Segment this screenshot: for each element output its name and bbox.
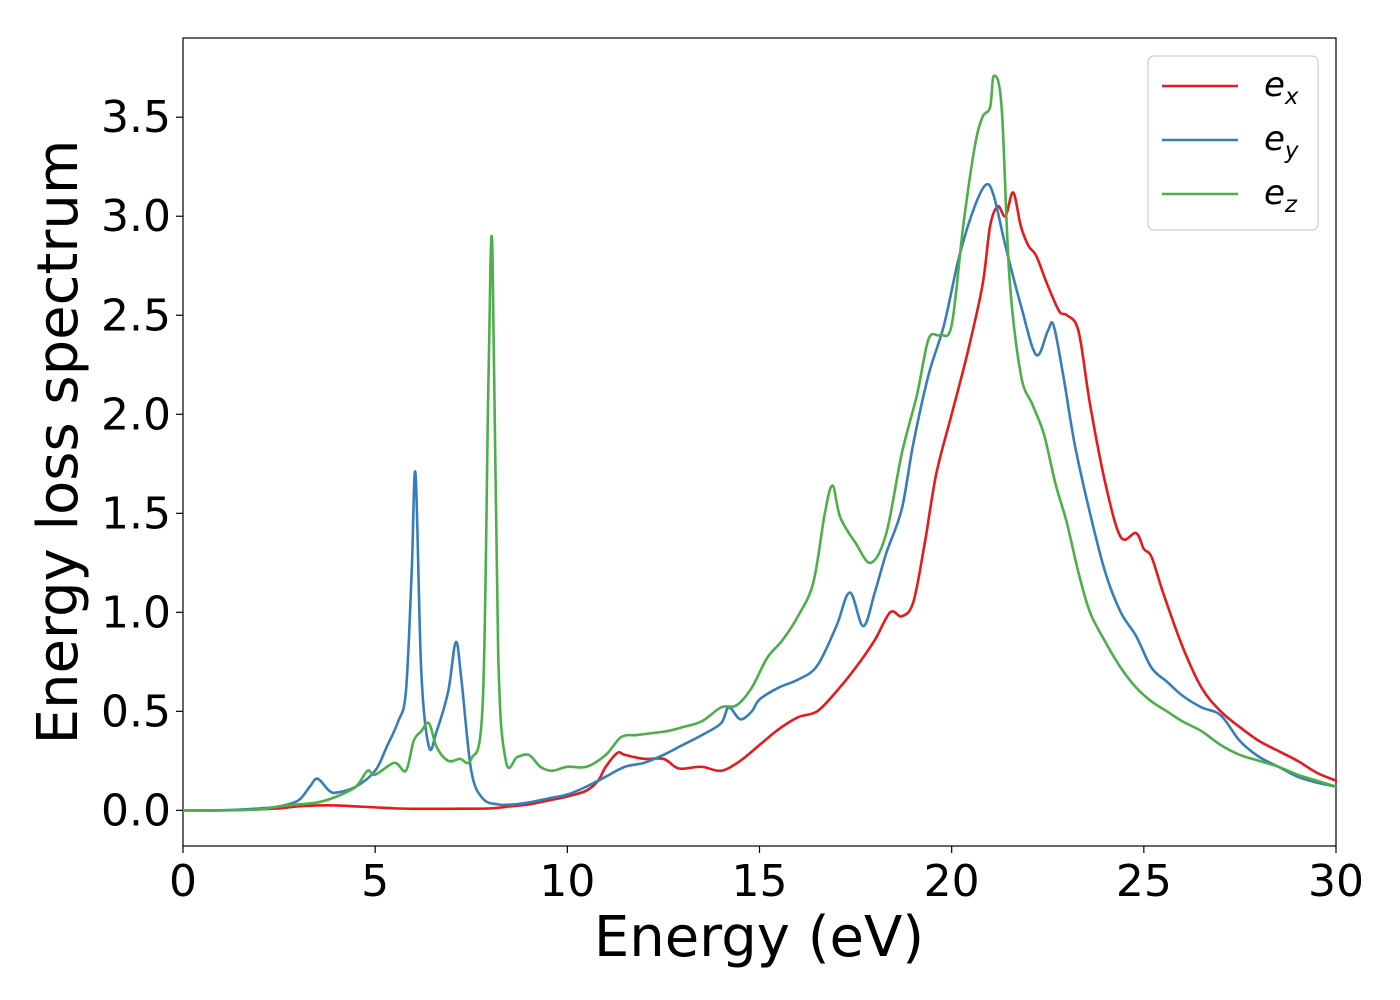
plot-area — [182, 37, 1337, 847]
legend: ex ey ez — [1147, 55, 1319, 231]
legend-label-x: ex — [1264, 65, 1299, 110]
y-tick-label: 3.0 — [101, 191, 171, 242]
y-tick-label: 2.0 — [101, 389, 171, 440]
y-tick-label: 1.0 — [101, 587, 171, 638]
x-tick-label: 25 — [1116, 856, 1172, 907]
legend-label-y: ey — [1264, 119, 1299, 164]
x-axis-title: Energy (eV) — [594, 905, 924, 970]
series-layer — [181, 74, 1338, 812]
y-tick-label: 3.5 — [101, 92, 171, 143]
x-tick-label: 30 — [1308, 856, 1364, 907]
x-tick-label: 20 — [924, 856, 980, 907]
x-tick-label: 15 — [732, 856, 788, 907]
series-line-z — [181, 74, 1338, 812]
y-tick-label: 2.5 — [101, 290, 171, 341]
series-line-x — [181, 191, 1338, 812]
y-axis-title: Energy loss spectrum — [26, 140, 91, 745]
legend-box — [1147, 55, 1319, 231]
x-tick-label: 0 — [169, 856, 197, 907]
y-axis-ticks: 0.0 0.5 1.0 1.5 2.0 2.5 3.0 3.5 — [101, 92, 183, 836]
series-line-y — [181, 182, 1338, 812]
x-tick-label: 5 — [361, 856, 389, 907]
y-tick-label: 1.5 — [101, 488, 171, 539]
y-tick-label: 0.5 — [101, 686, 171, 737]
x-tick-label: 10 — [539, 856, 595, 907]
legend-label-z: ez — [1264, 173, 1298, 218]
x-axis-ticks: 0 5 10 15 20 25 30 — [169, 846, 1364, 907]
y-tick-label: 0.0 — [101, 785, 171, 836]
